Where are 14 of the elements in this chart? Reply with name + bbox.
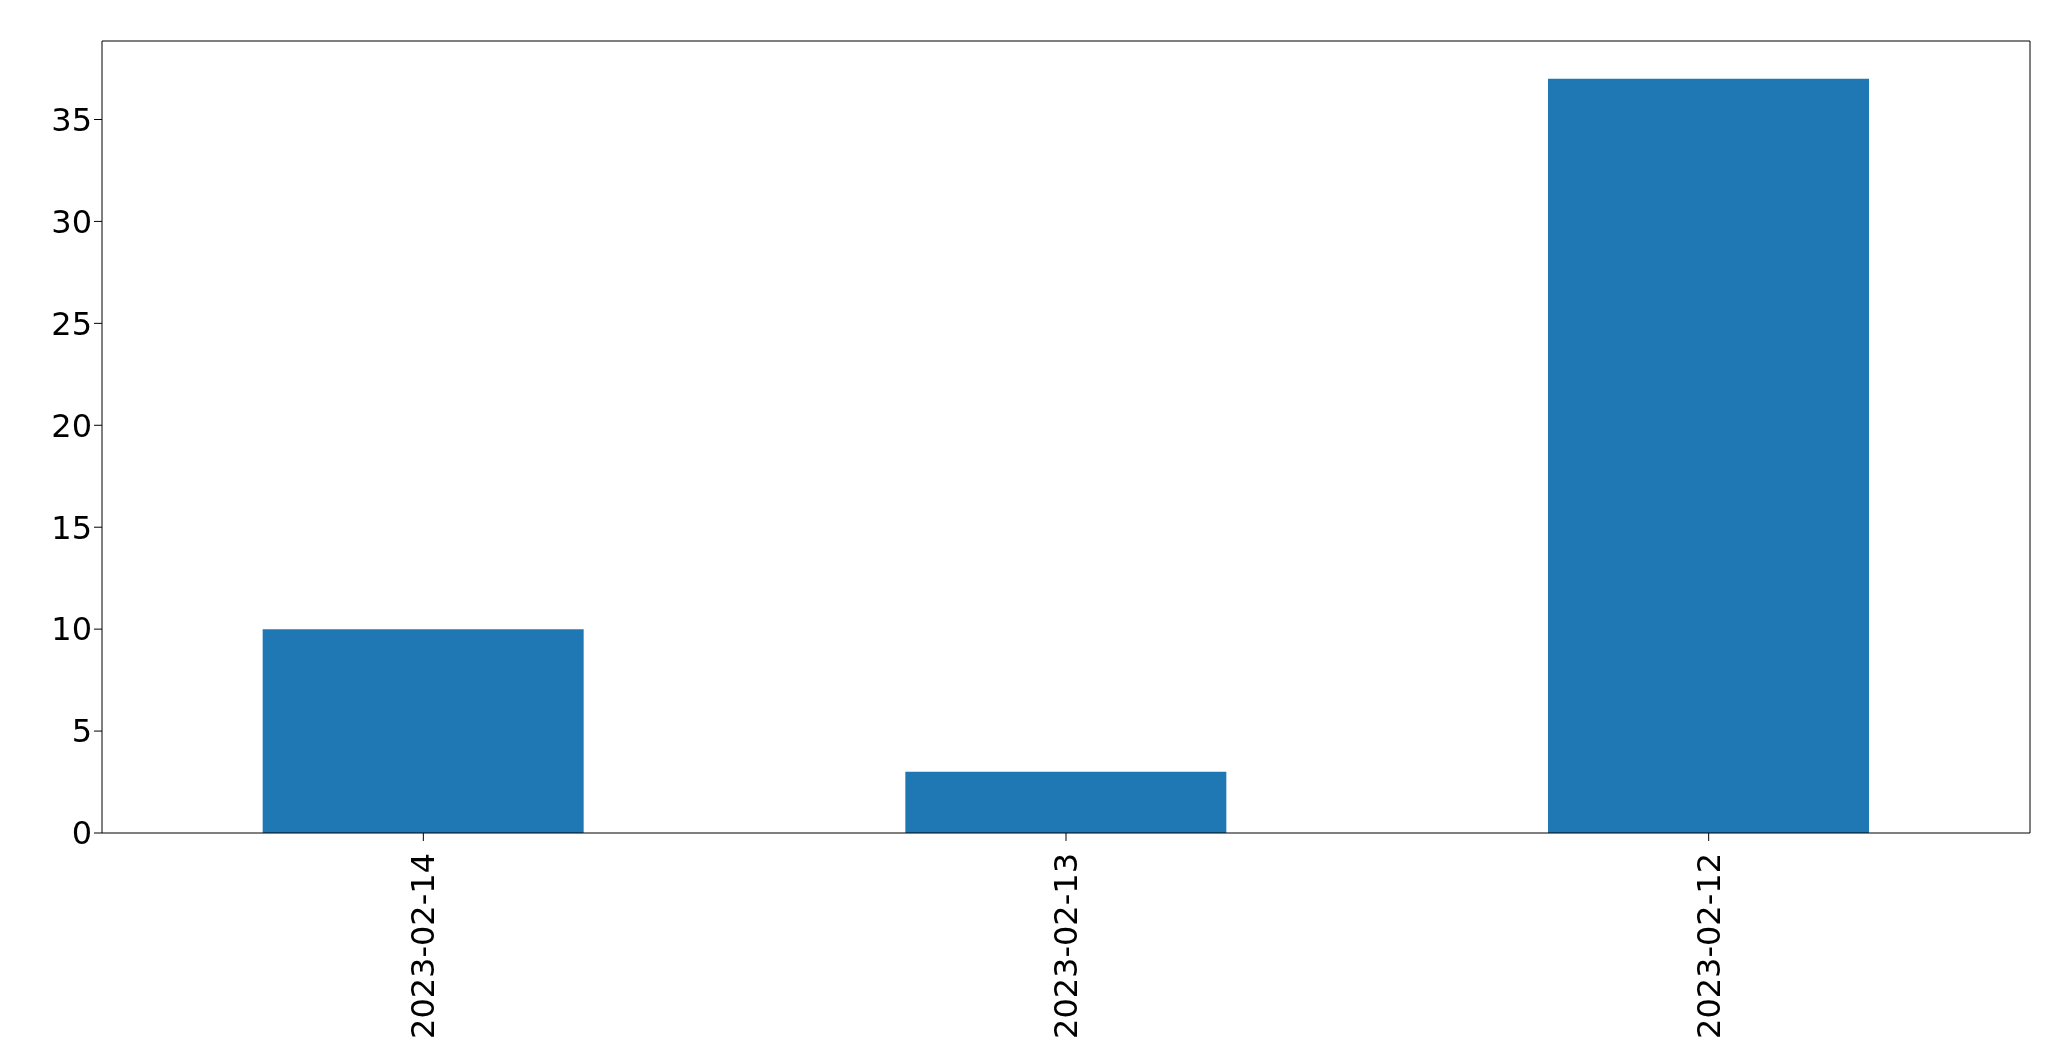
y-tick-label: 15	[51, 508, 92, 547]
x-tick-label: 2023-02-14	[404, 853, 443, 1039]
y-tick-label: 20	[51, 406, 92, 445]
y-tick-label: 5	[71, 712, 92, 751]
y-tick-label: 0	[71, 814, 92, 853]
x-tick-label: 2023-02-12	[1689, 853, 1728, 1039]
bar	[905, 771, 1227, 833]
y-tick-label: 30	[51, 202, 92, 241]
y-tick-label: 25	[51, 304, 92, 343]
x-tick-label: 2023-02-13	[1047, 853, 1085, 1039]
y-tick-label: 35	[51, 100, 92, 139]
bar	[262, 629, 584, 833]
y-tick-label: 10	[51, 610, 92, 649]
bar	[1548, 78, 1869, 833]
